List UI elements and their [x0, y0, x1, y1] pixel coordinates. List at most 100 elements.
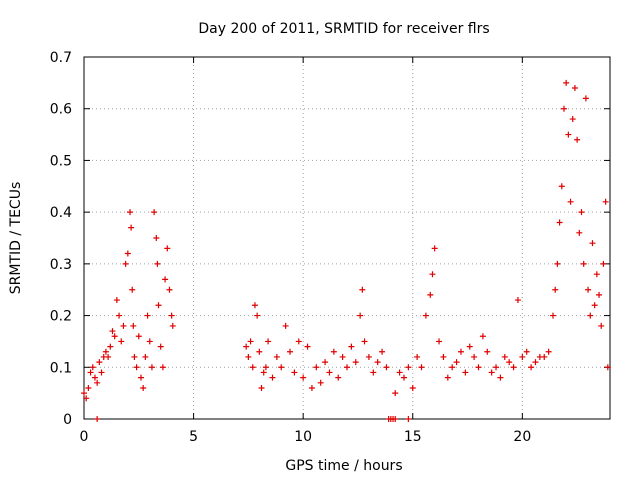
data-point [488, 369, 495, 376]
data-point [578, 209, 585, 216]
y-tick-label: 0.4 [50, 205, 72, 221]
data-point [479, 333, 486, 340]
axis-ticks: 0 5 10 15 20 0 0.1 0.2 0.3 0.4 0.5 0.6 0.7 [50, 50, 610, 445]
data-point [322, 359, 329, 366]
data-point [142, 353, 149, 360]
data-point [528, 364, 535, 371]
data-point [501, 353, 508, 360]
data-point [365, 353, 372, 360]
data-point [598, 322, 605, 329]
x-tick-label: 15 [404, 429, 422, 445]
data-point [94, 416, 101, 422]
data-point [370, 369, 377, 376]
data-point [604, 364, 611, 371]
chart-title: Day 200 of 2011, SRMTID for receiver flr… [198, 21, 489, 37]
data-point [506, 359, 513, 366]
data-point [565, 131, 572, 138]
data-point [109, 328, 116, 335]
data-point [541, 353, 548, 360]
data-point [405, 364, 412, 371]
data-point [130, 322, 137, 329]
data-point [582, 95, 589, 102]
data-point [330, 348, 337, 355]
data-point [550, 312, 557, 319]
data-point [335, 374, 342, 381]
data-point [580, 260, 587, 267]
data-point [102, 348, 109, 355]
data-point [295, 338, 302, 345]
data-point [168, 312, 175, 319]
data-point [304, 343, 311, 350]
data-point [569, 116, 576, 123]
data-point [89, 364, 96, 371]
data-point [308, 384, 315, 391]
data-point [300, 374, 307, 381]
data-point [260, 369, 267, 376]
x-tick-label: 20 [513, 429, 531, 445]
data-point [383, 364, 390, 371]
data-point [269, 374, 276, 381]
data-point [157, 343, 164, 350]
data-point [133, 364, 140, 371]
data-point [140, 384, 147, 391]
data-point [359, 286, 366, 293]
data-point [453, 359, 460, 366]
data-point [273, 353, 280, 360]
data-point [159, 364, 166, 371]
grid [84, 57, 610, 419]
data-point [409, 384, 416, 391]
data-point [291, 369, 298, 376]
data-point [352, 359, 359, 366]
data-point [602, 198, 609, 205]
data-point [348, 343, 355, 350]
data-point [249, 364, 256, 371]
data-point [414, 353, 421, 360]
data-point [91, 374, 98, 381]
y-tick-label: 0.6 [50, 102, 72, 118]
data-point [422, 312, 429, 319]
data-point [148, 364, 155, 371]
x-tick-label: 10 [294, 429, 312, 445]
plot-frame [83, 56, 611, 420]
data-point [585, 286, 592, 293]
data-point [127, 209, 134, 216]
data-point [593, 271, 600, 278]
data-point [554, 260, 561, 267]
y-tick-label: 0.7 [50, 50, 72, 66]
data-point [493, 364, 500, 371]
data-point [587, 312, 594, 319]
data-point [344, 364, 350, 371]
data-point [444, 374, 451, 381]
data-point [129, 286, 136, 293]
y-tick-label: 0 [63, 412, 72, 428]
data-point [96, 359, 103, 366]
data-point [313, 364, 320, 371]
data-point [105, 353, 112, 360]
data-point [85, 384, 92, 391]
data-point [429, 271, 436, 278]
data-point [118, 338, 125, 345]
y-axis-label: SRMTID / TECUs [8, 182, 24, 295]
data-point [169, 322, 176, 329]
data-point [83, 395, 90, 402]
data-point [113, 297, 120, 304]
data-point [431, 245, 438, 252]
x-axis-label: GPS time / hours [285, 458, 402, 474]
data-point [135, 333, 142, 340]
data-point [278, 364, 285, 371]
data-point [440, 353, 447, 360]
data-point [164, 245, 171, 252]
data-point [591, 302, 598, 309]
data-point [339, 353, 346, 360]
data-point [317, 379, 324, 386]
data-point [532, 359, 539, 366]
data-point [94, 379, 101, 386]
y-tick-label: 0.3 [50, 257, 72, 273]
data-point [589, 240, 596, 247]
data-point [120, 322, 127, 329]
data-point [596, 291, 603, 298]
data-point [556, 219, 563, 226]
data-point [497, 374, 504, 381]
data-point [107, 343, 114, 350]
data-point [262, 364, 269, 371]
